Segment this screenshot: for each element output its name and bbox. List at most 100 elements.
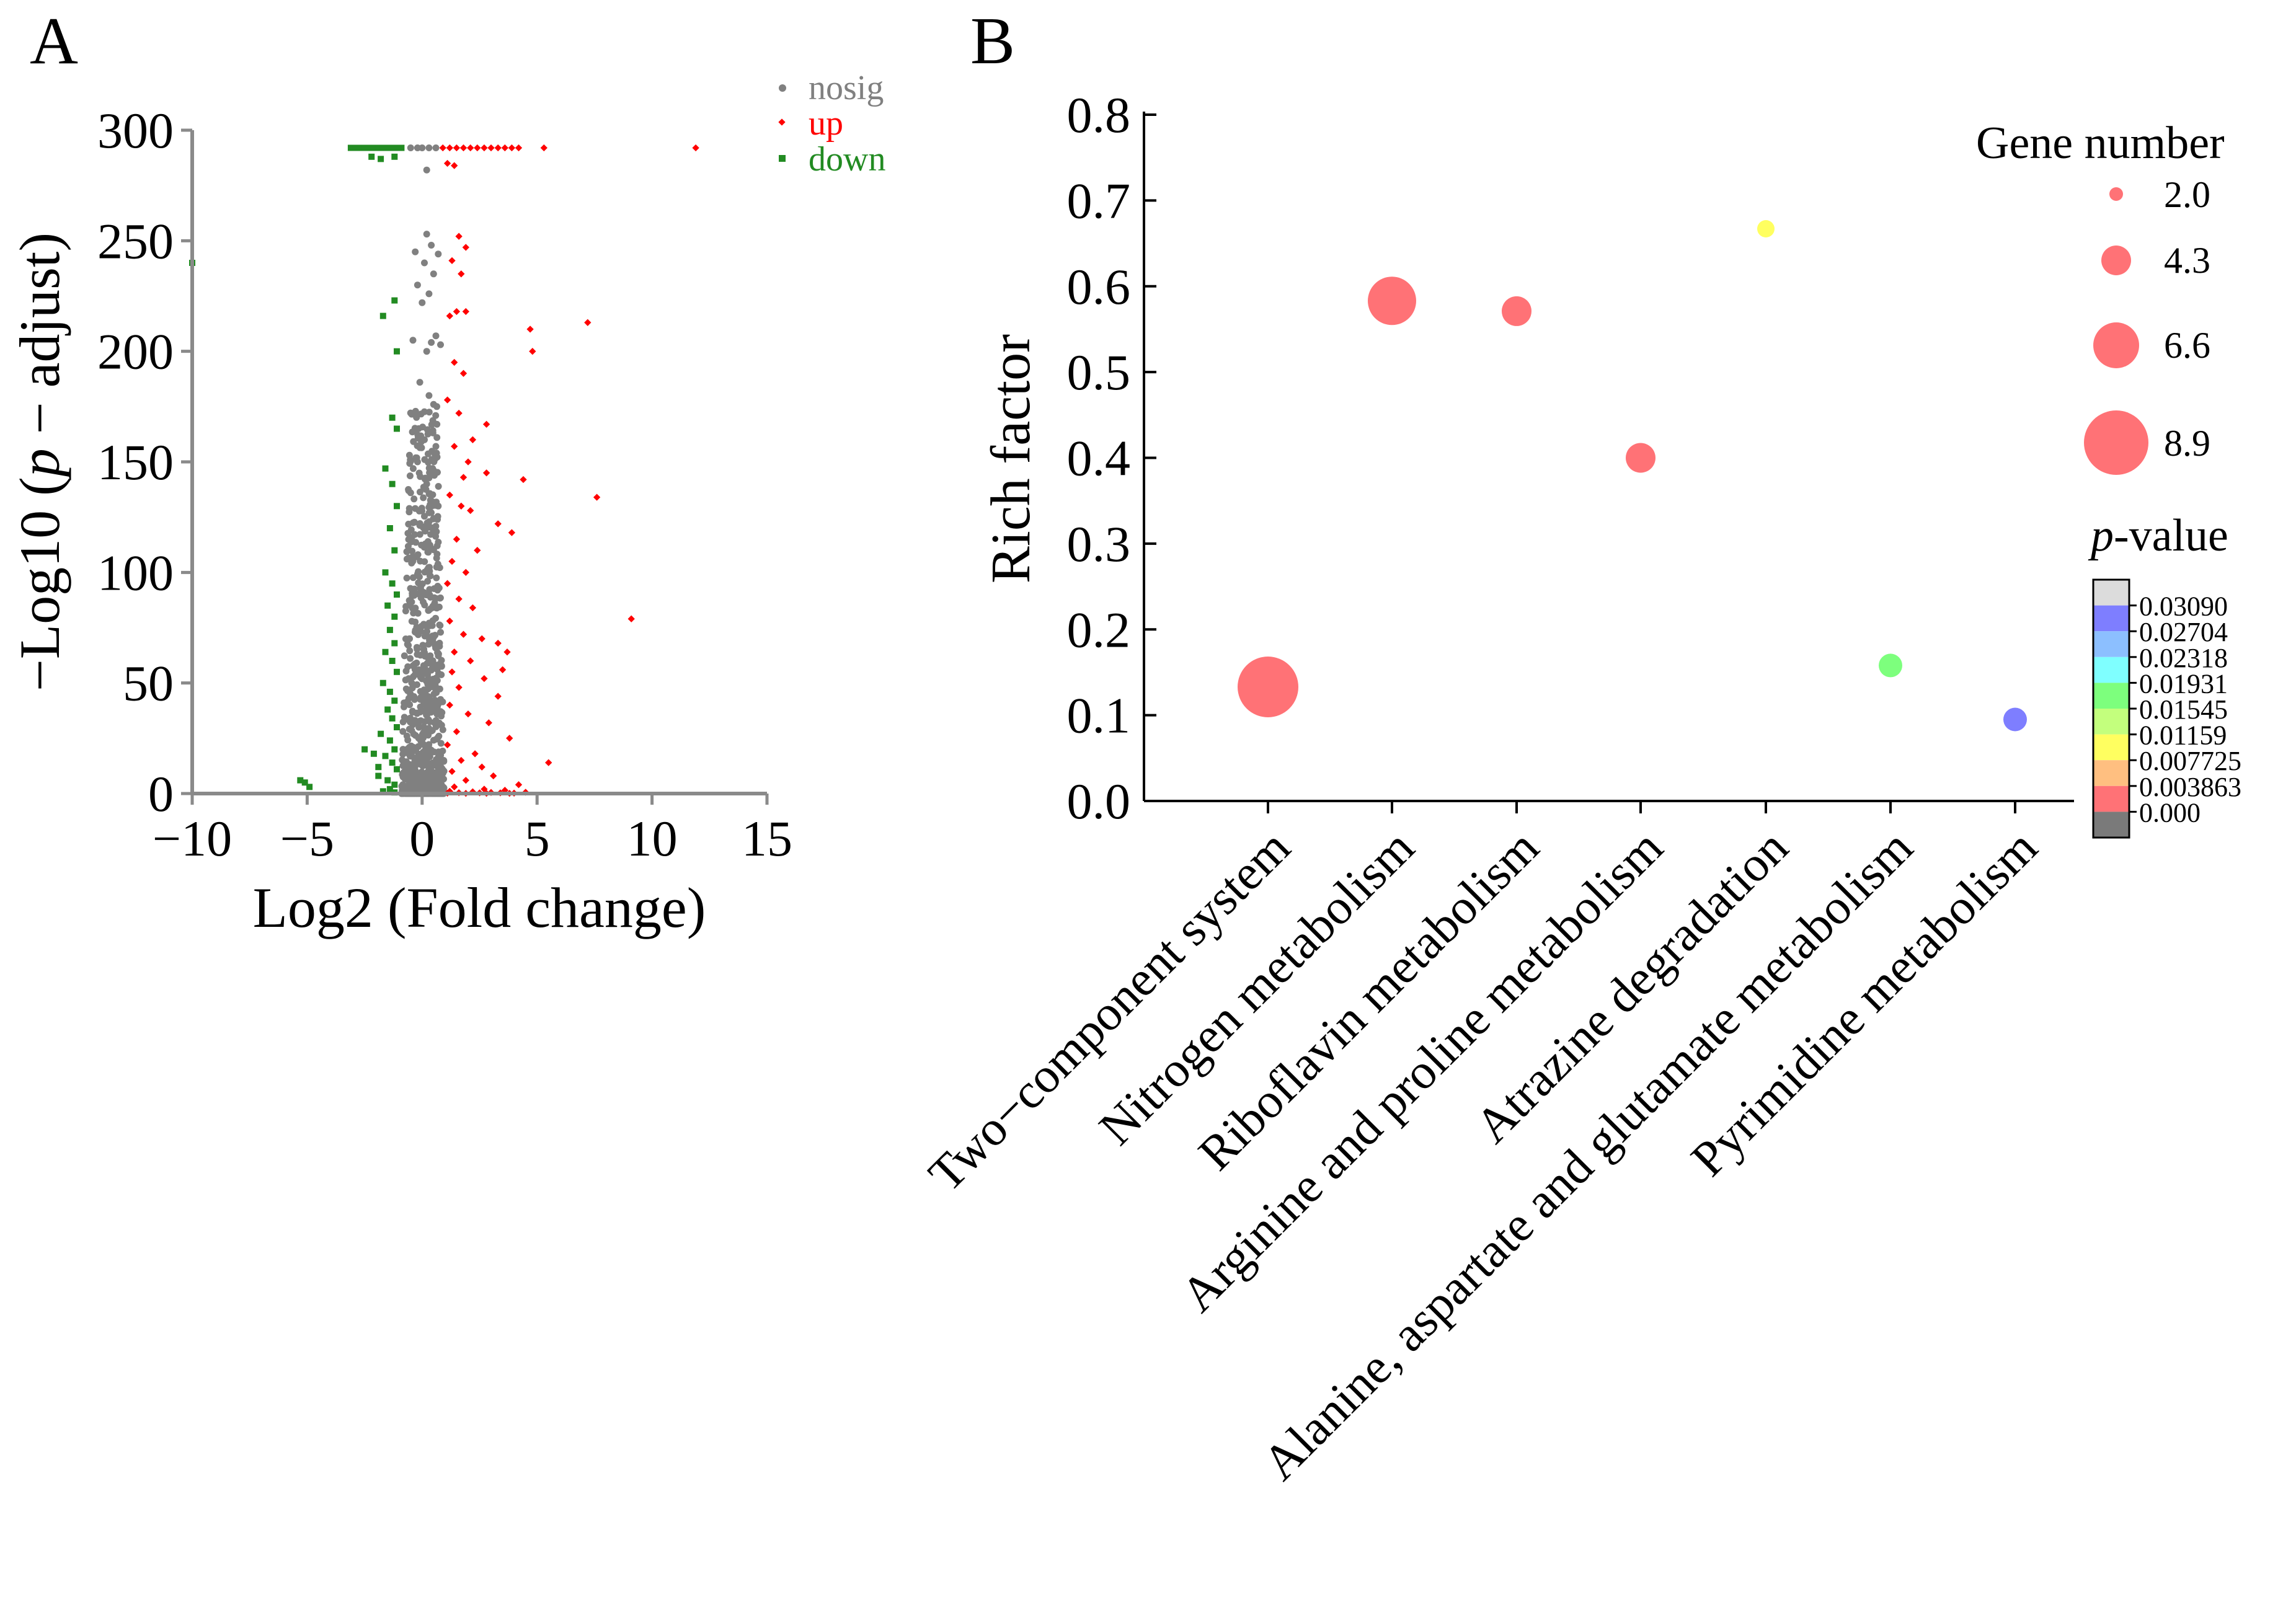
nosig-point (414, 435, 422, 442)
b-y-tick-label: 0.4 (1067, 430, 1131, 487)
nosig-point (410, 495, 418, 503)
down-point (394, 668, 400, 675)
up-point (443, 580, 451, 587)
up-point (508, 529, 516, 536)
bubble-point (1238, 657, 1298, 717)
nosig-point (428, 509, 435, 516)
nosig-point (409, 547, 416, 555)
nosig-point (417, 594, 425, 601)
nosig-point (421, 558, 428, 565)
nosig-point (431, 456, 438, 463)
down-point (389, 480, 396, 487)
up-point (453, 308, 461, 316)
nosig-point (437, 629, 444, 636)
nosig-point (407, 409, 414, 417)
down-point (391, 640, 398, 647)
nosig-point (402, 608, 409, 614)
nosig-point (423, 166, 430, 174)
up-point (485, 719, 492, 727)
nosig-point (414, 773, 422, 781)
gene-legend-label-2-0: 2.0 (2164, 174, 2210, 215)
colorbar-label: 0.01931 (2139, 668, 2228, 699)
nosig-point (423, 231, 430, 238)
a-legend: nosig up down (778, 69, 885, 179)
nosig-point (407, 489, 414, 497)
up-point (494, 639, 502, 647)
nosig-point (435, 733, 442, 741)
nosig-point (415, 573, 423, 580)
up-point (540, 144, 547, 152)
down-point (379, 788, 386, 795)
nosig-point (402, 760, 409, 768)
nosig-point (424, 686, 432, 693)
nosig-point (420, 734, 427, 741)
up-point (482, 469, 490, 477)
nosig-point (414, 651, 421, 658)
up-point (451, 443, 458, 450)
nosig-point (425, 518, 433, 525)
nosig-point (437, 594, 444, 601)
nosig-point (438, 657, 445, 664)
down-point (394, 425, 400, 432)
down-point (378, 730, 384, 737)
nosig-point (439, 747, 446, 754)
b-y-tick-label: 0.2 (1067, 601, 1131, 658)
nosig-point (415, 723, 423, 731)
bubble-point (1368, 277, 1416, 325)
nosig-point (410, 609, 417, 617)
gene-legend-label-4-3: 4.3 (2164, 240, 2210, 281)
nosig-point (421, 513, 428, 520)
nosig-point (433, 641, 440, 648)
nosig-point (424, 654, 432, 661)
up-point (455, 409, 463, 417)
nosig-point (416, 444, 423, 451)
up-point (474, 547, 481, 554)
nosig-point (416, 531, 423, 538)
nosig-point (421, 259, 428, 267)
colorbar-label: 0.02318 (2139, 643, 2228, 673)
gene-legend-circle-4-3 (2101, 246, 2131, 275)
nosig-point (423, 348, 430, 355)
nosig-point (413, 414, 420, 421)
down-point (384, 602, 391, 609)
nosig-point (425, 409, 433, 416)
nosig-point (403, 548, 410, 555)
gene-legend-circle-6-6 (2093, 322, 2139, 368)
nosig-point (406, 647, 414, 655)
up-point (446, 491, 453, 499)
nosig-point (428, 469, 435, 477)
up-point (458, 756, 465, 764)
nosig-point (428, 338, 435, 346)
nosig-point (411, 696, 419, 703)
nosig-point (432, 332, 440, 340)
nosig-point (401, 652, 408, 660)
up-point (453, 144, 461, 152)
nosig-point (398, 782, 406, 790)
nosig-point (427, 497, 434, 504)
down-point (382, 569, 389, 576)
nosig-point (428, 491, 436, 498)
down-point (386, 737, 393, 744)
down-point (391, 781, 398, 788)
nosig-point (405, 554, 412, 562)
nosig-point (423, 692, 430, 699)
nosig-point (412, 248, 419, 255)
up-point (443, 396, 451, 404)
down-point (379, 312, 386, 319)
nosig-point (433, 564, 440, 571)
nosig-point (407, 144, 414, 151)
a-x-tick-label: 0 (409, 810, 435, 867)
a-y-axis-label: −Log10 (p − adjust) (8, 232, 71, 691)
nosig-point (420, 741, 428, 748)
up-point (467, 657, 474, 665)
down-point (384, 706, 391, 713)
nosig-point (426, 718, 433, 725)
colorbar-segment (2093, 734, 2129, 761)
legend-down-marker (779, 155, 786, 162)
nosig-point (410, 591, 418, 599)
nosig-point (408, 679, 415, 686)
down-point (382, 753, 389, 759)
nosig-point (431, 696, 438, 704)
nosig-point (433, 449, 440, 457)
up-point (490, 772, 497, 780)
